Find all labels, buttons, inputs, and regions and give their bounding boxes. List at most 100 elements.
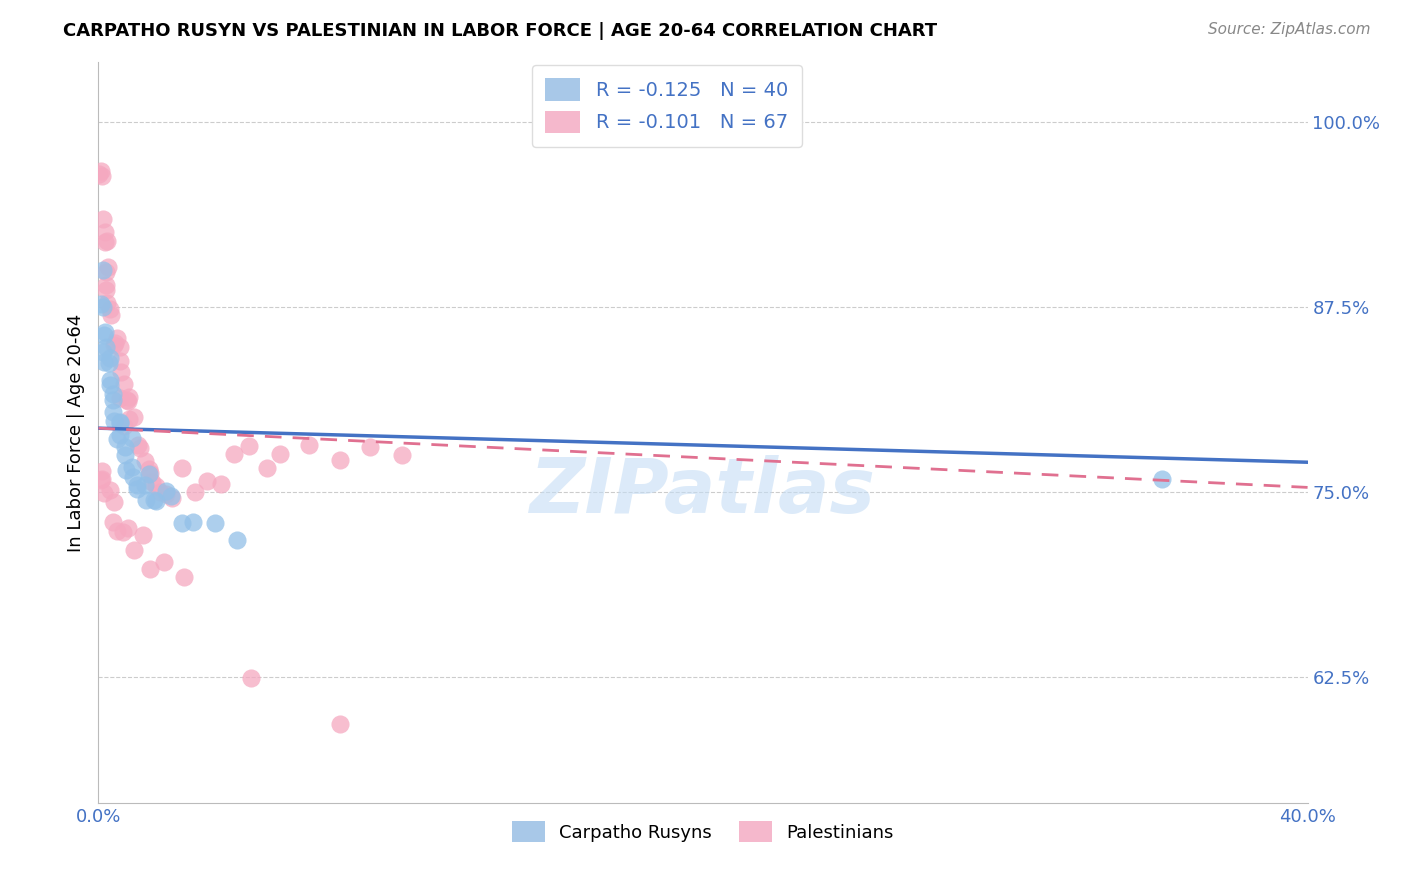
Point bbox=[110, 416, 132, 430]
Point bbox=[118, 412, 141, 426]
Point bbox=[132, 527, 155, 541]
Point bbox=[93, 355, 115, 369]
Point bbox=[121, 470, 143, 484]
Point bbox=[94, 325, 117, 339]
Point bbox=[127, 483, 149, 497]
Point bbox=[93, 486, 115, 500]
Point bbox=[100, 308, 122, 322]
Point bbox=[101, 387, 124, 401]
Point bbox=[98, 351, 121, 366]
Point bbox=[103, 495, 125, 509]
Point bbox=[173, 570, 195, 584]
Point bbox=[238, 440, 260, 454]
Point bbox=[117, 393, 139, 408]
Point bbox=[91, 169, 114, 184]
Point bbox=[112, 377, 135, 392]
Point bbox=[152, 555, 174, 569]
Point bbox=[239, 671, 262, 685]
Point bbox=[117, 521, 139, 535]
Point bbox=[96, 296, 118, 310]
Point bbox=[359, 441, 381, 455]
Point bbox=[145, 479, 167, 493]
Point bbox=[94, 265, 117, 279]
Point bbox=[184, 484, 207, 499]
Point bbox=[391, 449, 413, 463]
Point bbox=[90, 297, 112, 311]
Point bbox=[160, 489, 183, 503]
Point bbox=[149, 485, 172, 500]
Point bbox=[91, 301, 114, 315]
Point bbox=[110, 353, 132, 368]
Point bbox=[135, 492, 157, 507]
Point bbox=[138, 467, 160, 482]
Point bbox=[110, 365, 132, 379]
Point bbox=[90, 464, 112, 478]
Point bbox=[138, 466, 160, 480]
Point bbox=[143, 492, 166, 507]
Point bbox=[138, 462, 160, 476]
Point bbox=[103, 338, 125, 352]
Point bbox=[115, 392, 138, 407]
Point bbox=[93, 263, 115, 277]
Point bbox=[114, 448, 136, 462]
Point bbox=[93, 327, 115, 342]
Point bbox=[96, 278, 118, 293]
Point bbox=[93, 235, 115, 250]
Legend: Carpatho Rusyns, Palestinians: Carpatho Rusyns, Palestinians bbox=[505, 814, 901, 849]
Point bbox=[145, 494, 167, 508]
Point bbox=[101, 405, 124, 419]
Point bbox=[98, 483, 121, 497]
Point bbox=[94, 283, 117, 297]
Point bbox=[329, 453, 352, 467]
Text: Source: ZipAtlas.com: Source: ZipAtlas.com bbox=[1208, 22, 1371, 37]
Point bbox=[139, 562, 162, 576]
Point bbox=[105, 331, 128, 345]
Point bbox=[222, 447, 245, 461]
Point bbox=[103, 515, 125, 529]
Point bbox=[128, 441, 150, 455]
Point bbox=[91, 345, 114, 359]
Point bbox=[124, 409, 146, 424]
Point bbox=[114, 441, 136, 455]
Point bbox=[141, 475, 163, 489]
Point bbox=[108, 391, 131, 405]
Point bbox=[98, 356, 121, 370]
Point bbox=[98, 373, 121, 387]
Point bbox=[121, 431, 143, 445]
Point bbox=[91, 211, 114, 226]
Point bbox=[122, 542, 145, 557]
Point bbox=[89, 167, 111, 181]
Point bbox=[96, 234, 118, 248]
Text: CARPATHO RUSYN VS PALESTINIAN IN LABOR FORCE | AGE 20-64 CORRELATION CHART: CARPATHO RUSYN VS PALESTINIAN IN LABOR F… bbox=[63, 22, 938, 40]
Point bbox=[90, 473, 112, 487]
Y-axis label: In Labor Force | Age 20-64: In Labor Force | Age 20-64 bbox=[66, 313, 84, 552]
Point bbox=[90, 164, 112, 178]
Point bbox=[108, 428, 131, 442]
Point bbox=[183, 515, 205, 529]
Point bbox=[134, 454, 156, 468]
Point bbox=[160, 491, 183, 506]
Point bbox=[108, 415, 131, 429]
Point bbox=[98, 378, 121, 392]
Text: ZIPatlas: ZIPatlas bbox=[530, 455, 876, 529]
Point bbox=[94, 340, 117, 354]
Point bbox=[112, 525, 135, 540]
Point bbox=[209, 476, 232, 491]
Point bbox=[112, 419, 135, 434]
Point bbox=[101, 392, 124, 407]
Point bbox=[91, 472, 114, 486]
Point bbox=[97, 260, 120, 275]
Point bbox=[127, 438, 149, 452]
Point bbox=[127, 478, 149, 492]
Point bbox=[170, 461, 193, 475]
Point bbox=[115, 463, 138, 477]
Point bbox=[329, 717, 352, 731]
Point bbox=[170, 516, 193, 530]
Point bbox=[155, 484, 177, 499]
Point bbox=[104, 336, 127, 351]
Point bbox=[94, 225, 117, 239]
Point bbox=[108, 340, 131, 354]
Point bbox=[98, 301, 121, 316]
Point bbox=[256, 460, 278, 475]
Point bbox=[204, 516, 226, 530]
